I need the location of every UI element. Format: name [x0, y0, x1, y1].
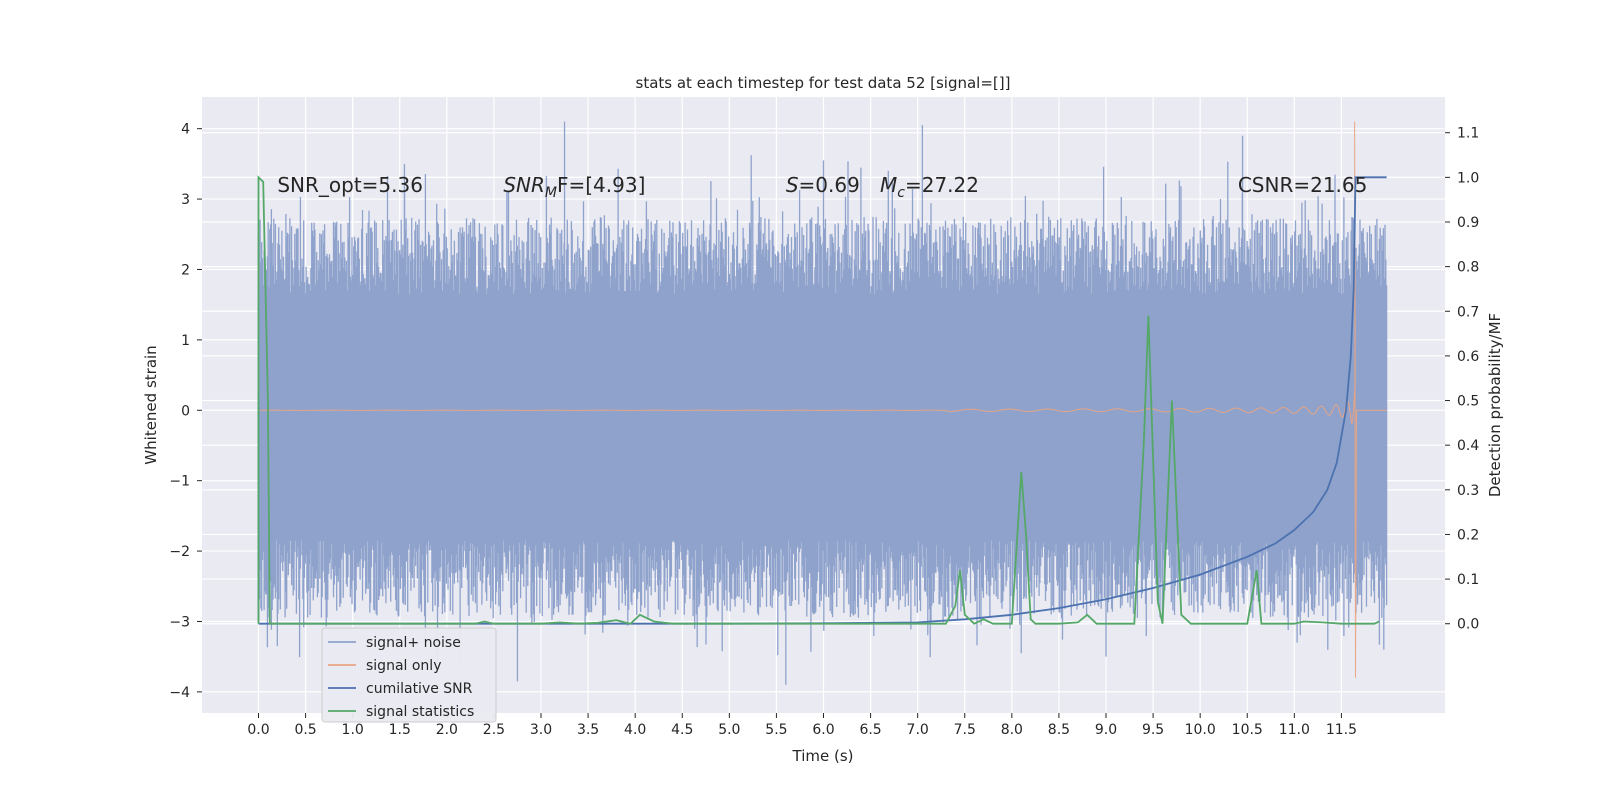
- y-right-tick-label: 0.0: [1457, 617, 1479, 633]
- x-tick-label: 10.0: [1185, 722, 1216, 738]
- y-right-tick-label: 1.1: [1457, 126, 1479, 142]
- annotation-text: SNR_opt=5.36: [277, 173, 423, 197]
- y-right-tick-label: 0.5: [1457, 394, 1479, 410]
- series-layer: [257, 121, 1388, 685]
- y-right-tick-label: 1.0: [1457, 170, 1479, 186]
- x-tick-label: 10.5: [1232, 722, 1263, 738]
- y-tick-label: 4: [181, 122, 190, 138]
- legend: signal+ noise signal only cumilative SNR si…: [321, 627, 497, 723]
- x-tick-label: 3.0: [530, 722, 552, 738]
- legend-box: [321, 627, 497, 723]
- x-tick-label: 2.0: [436, 722, 458, 738]
- y-tick-label: −4: [169, 685, 190, 701]
- x-tick-label: 1.5: [389, 722, 411, 738]
- y-tick-label: 1: [181, 333, 190, 349]
- y-right-tick-label: 0.3: [1457, 483, 1479, 499]
- legend-label: cumilative SNR: [366, 681, 473, 697]
- x-tick-label: 6.0: [812, 722, 834, 738]
- y-tick-label: −1: [169, 474, 190, 490]
- signal-only-line: [257, 121, 1387, 678]
- series-signal-only: [257, 121, 1387, 678]
- x-tick-label: 8.0: [1001, 722, 1023, 738]
- y-right-tick-label: 0.8: [1457, 260, 1479, 276]
- x-tick-label: 7.5: [954, 722, 976, 738]
- y-right-tick-label: 0.6: [1457, 349, 1479, 365]
- x-tick-label: 5.0: [718, 722, 740, 738]
- x-tick-label: 6.5: [859, 722, 881, 738]
- x-tick-label: 4.0: [624, 722, 646, 738]
- chart-title: stats at each timestep for test data 52 …: [636, 74, 1011, 92]
- legend-label: signal+ noise: [366, 635, 461, 651]
- legend-label: signal only: [366, 658, 441, 674]
- y-right-tick-label: 0.9: [1457, 215, 1479, 231]
- y-tick-label: 0: [181, 403, 190, 419]
- x-tick-label: 11.5: [1326, 722, 1357, 738]
- y-axis-right-label: Detection probability/MF: [1486, 313, 1504, 497]
- y-tick-label: −3: [169, 614, 190, 630]
- x-axis-label: Time (s): [792, 747, 854, 765]
- x-tick-label: 2.5: [483, 722, 505, 738]
- x-tick-label: 1.0: [342, 722, 364, 738]
- annotation-text: Mc=27.22: [880, 173, 979, 201]
- annotations: SNR_opt=5.36 SNRMF=[4.93] S=0.69 Mc=27.22 CS…: [277, 173, 1367, 201]
- x-tick-label: 3.5: [577, 722, 599, 738]
- annotation-text: CSNR=21.65: [1238, 173, 1368, 197]
- x-tick-label: 9.0: [1095, 722, 1117, 738]
- signal-statistics-line: [257, 175, 1380, 625]
- y-right-tick-label: 0.2: [1457, 527, 1479, 543]
- y-axis-label: Whitened strain: [142, 345, 160, 464]
- x-tick-label: 4.5: [671, 722, 693, 738]
- x-tick-label: 5.5: [765, 722, 787, 738]
- y-tick-label: −2: [169, 544, 190, 560]
- axes: 0.0 0.5 1.0 1.5 2.0 2.5 3.0 3.5 4.0 4.5 5.0 5.5 6.0 6…: [169, 122, 1479, 738]
- y-right-tick-label: 0.7: [1457, 304, 1479, 320]
- x-tick-label: 11.0: [1279, 722, 1310, 738]
- legend-label: signal statistics: [366, 704, 474, 720]
- y-tick-label: 2: [181, 262, 190, 278]
- x-tick-label: 9.5: [1142, 722, 1164, 738]
- y-right-tick-label: 0.1: [1457, 572, 1479, 588]
- series-signal-noise: [257, 121, 1388, 685]
- x-tick-label: 0.0: [247, 722, 269, 738]
- x-tick-label: 8.5: [1048, 722, 1070, 738]
- y-tick-label: 3: [181, 192, 190, 208]
- y-right-tick-label: 0.4: [1457, 438, 1479, 454]
- x-tick-label: 0.5: [294, 722, 316, 738]
- x-tick-label: 7.0: [907, 722, 929, 738]
- annotation-text: SNRMF=[4.93]: [503, 173, 645, 201]
- annotation-text: S=0.69: [786, 173, 860, 197]
